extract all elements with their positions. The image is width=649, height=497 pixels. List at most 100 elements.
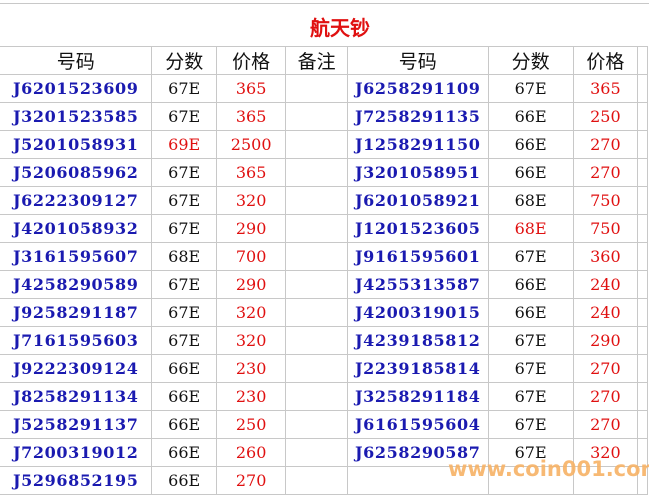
- header-score-left: 分数: [151, 46, 217, 75]
- right-code-cell: J4200319015: [346, 298, 489, 327]
- right-price-cell: 240: [572, 298, 639, 327]
- left-score-cell: 67E: [151, 158, 217, 187]
- left-score-cell: 67E: [151, 214, 217, 243]
- right-score-cell: 66E: [487, 158, 574, 187]
- left-score-cell: 66E: [151, 410, 217, 439]
- note-cell: [285, 354, 348, 383]
- right-score-cell: 68E: [487, 186, 574, 215]
- right-code-cell: J6258290587: [346, 438, 489, 467]
- note-cell: [285, 102, 348, 131]
- left-score-cell: 66E: [151, 382, 217, 411]
- left-code-cell: J5258291137: [0, 410, 153, 439]
- left-price-cell: 320: [215, 326, 287, 355]
- table-row: J3201523585 67E 365 J7258291135 66E 250: [0, 102, 648, 131]
- right-score-cell: 66E: [487, 270, 574, 299]
- left-code-cell: J8258291134: [0, 382, 153, 411]
- right-score-cell: [487, 466, 574, 495]
- left-code-cell: J5296852195: [0, 466, 153, 495]
- right-price-cell: 750: [572, 186, 639, 215]
- right-score-cell: 66E: [487, 102, 574, 131]
- note-cell: [285, 186, 348, 215]
- right-score-cell: 67E: [487, 326, 574, 355]
- table-row: J4201058932 67E 290 J1201523605 68E 750: [0, 214, 648, 243]
- note-cell: [285, 298, 348, 327]
- note-cell: [285, 410, 348, 439]
- left-price-cell: 320: [215, 298, 287, 327]
- left-code-cell: J7161595603: [0, 326, 153, 355]
- note-cell: [285, 74, 348, 103]
- left-code-cell: J3201523585: [0, 102, 153, 131]
- left-code-cell: J9258291187: [0, 298, 153, 327]
- left-price-cell: 230: [215, 382, 287, 411]
- right-code-cell: J1201523605: [346, 214, 489, 243]
- right-price-cell: 270: [572, 130, 639, 159]
- right-price-cell: 270: [572, 410, 639, 439]
- right-score-cell: 66E: [487, 298, 574, 327]
- table-row: J3161595607 68E 700 J9161595601 67E 360: [0, 242, 648, 271]
- left-code-cell: J3161595607: [0, 242, 153, 271]
- right-code-cell: J7258291135: [346, 102, 489, 131]
- right-score-cell: 66E: [487, 130, 574, 159]
- left-score-cell: 66E: [151, 354, 217, 383]
- left-price-cell: 365: [215, 102, 287, 131]
- right-score-cell: 68E: [487, 214, 574, 243]
- right-score-cell: 67E: [487, 74, 574, 103]
- right-score-cell: 67E: [487, 410, 574, 439]
- right-price-cell: 360: [572, 242, 639, 271]
- table-row: J5296852195 66E 270: [0, 466, 648, 495]
- left-price-cell: 365: [215, 74, 287, 103]
- price-table: 号码 分数 价格 备注 号码 分数 价格 J6201523609 67E 365 J6…: [0, 3, 648, 495]
- left-score-cell: 66E: [151, 438, 217, 467]
- table-row: J5206085962 67E 365 J3201058951 66E 270: [0, 158, 648, 187]
- right-code-cell: J3258291184: [346, 382, 489, 411]
- note-cell: [285, 214, 348, 243]
- right-score-cell: 67E: [487, 382, 574, 411]
- header-note: 备注: [285, 46, 348, 75]
- note-cell: [285, 438, 348, 467]
- left-price-cell: 365: [215, 158, 287, 187]
- table-row: J5258291137 66E 250 J6161595604 67E 270: [0, 410, 648, 439]
- right-score-cell: 67E: [487, 242, 574, 271]
- right-code-cell: J6161595604: [346, 410, 489, 439]
- right-code-cell: J6258291109: [346, 74, 489, 103]
- table-row: J4258290589 67E 290 J4255313587 66E 240: [0, 270, 648, 299]
- right-code-cell: J3201058951: [346, 158, 489, 187]
- header-code-left: 号码: [0, 46, 153, 75]
- table-row: J6222309127 67E 320 J6201058921 68E 750: [0, 186, 648, 215]
- left-code-cell: J6201523609: [0, 74, 153, 103]
- watermark: www.coin001.com: [448, 457, 649, 481]
- header-row: 号码 分数 价格 备注 号码 分数 价格: [0, 46, 648, 75]
- table-row: J6201523609 67E 365 J6258291109 67E 365: [0, 74, 648, 103]
- header-code-right: 号码: [346, 46, 489, 75]
- left-code-cell: J5206085962: [0, 158, 153, 187]
- left-score-cell: 67E: [151, 186, 217, 215]
- right-code-cell: J2239185814: [346, 354, 489, 383]
- left-code-cell: J4258290589: [0, 270, 153, 299]
- table-row: J9222309124 66E 230 J2239185814 67E 270: [0, 354, 648, 383]
- table-row: J9258291187 67E 320 J4200319015 66E 240: [0, 298, 648, 327]
- note-cell: [285, 130, 348, 159]
- right-code-cell: J4239185812: [346, 326, 489, 355]
- left-score-cell: 67E: [151, 298, 217, 327]
- right-code-cell: [346, 466, 489, 495]
- left-code-cell: J7200319012: [0, 438, 153, 467]
- left-price-cell: 290: [215, 270, 287, 299]
- left-score-cell: 67E: [151, 270, 217, 299]
- right-price-cell: [572, 466, 639, 495]
- right-price-cell: 240: [572, 270, 639, 299]
- right-score-cell: 67E: [487, 438, 574, 467]
- right-price-cell: 270: [572, 158, 639, 187]
- right-score-cell: 67E: [487, 354, 574, 383]
- left-price-cell: 290: [215, 214, 287, 243]
- left-price-cell: 250: [215, 410, 287, 439]
- right-price-cell: 290: [572, 326, 639, 355]
- right-price-cell: 270: [572, 382, 639, 411]
- table-row: J5201058931 69E 2500 J1258291150 66E 270: [0, 130, 648, 159]
- left-price-cell: 700: [215, 242, 287, 271]
- table-row: J7161595603 67E 320 J4239185812 67E 290: [0, 326, 648, 355]
- right-price-cell: 270: [572, 354, 639, 383]
- header-price-left: 价格: [215, 46, 287, 75]
- note-cell: [285, 326, 348, 355]
- note-cell: [285, 242, 348, 271]
- left-score-cell: 67E: [151, 326, 217, 355]
